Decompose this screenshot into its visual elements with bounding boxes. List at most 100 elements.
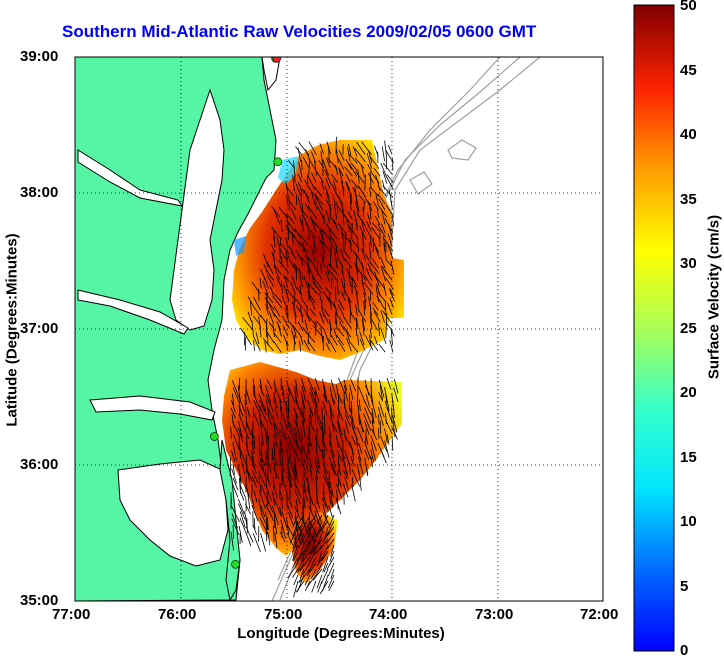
velocity-vector: [273, 332, 282, 343]
velocity-vector: [358, 419, 365, 433]
velocity-vector: [232, 421, 241, 438]
velocity-vector: [337, 477, 342, 487]
velocity-vector: [354, 148, 366, 163]
velocity-vector: [240, 456, 246, 475]
velocity-vector: [369, 236, 372, 248]
velocity-vector: [328, 400, 335, 419]
velocity-vector: [258, 471, 266, 487]
velocity-vector: [309, 544, 317, 555]
velocity-vector: [281, 511, 288, 529]
velocity-vector: [331, 277, 333, 288]
velocity-vector: [287, 435, 294, 449]
velocity-vector: [291, 232, 294, 247]
velocity-vector: [303, 532, 311, 546]
velocity-vector: [316, 419, 323, 431]
velocity-vector: [295, 379, 298, 397]
velocity-vector: [342, 213, 353, 226]
velocity-vector: [293, 580, 299, 598]
velocity-vector: [303, 248, 309, 262]
velocity-vector: [333, 219, 339, 231]
velocity-vector: [323, 562, 329, 573]
velocity-vector: [258, 489, 266, 510]
velocity-vector: [244, 400, 247, 415]
velocity-vector: [304, 520, 311, 532]
velocity-vector: [286, 186, 294, 197]
velocity-vector: [296, 520, 305, 532]
velocity-vector: [357, 448, 362, 462]
velocity-vector: [369, 155, 380, 170]
velocity-vector: [265, 485, 272, 502]
velocity-vector: [303, 514, 311, 528]
velocity-vector: [295, 580, 305, 593]
velocity-vector: [344, 407, 349, 419]
velocity-vector: [254, 384, 256, 398]
velocity-vector: [232, 387, 241, 404]
velocity-vector: [293, 448, 300, 462]
velocity-vector: [334, 204, 338, 220]
velocity-vector: [239, 484, 247, 499]
velocity-vector: [323, 214, 325, 224]
velocity-vector: [300, 256, 304, 267]
velocity-vector: [291, 276, 297, 290]
velocity-vector: [328, 440, 335, 458]
outer-banks: [219, 439, 241, 601]
velocity-vector: [293, 574, 299, 586]
velocity-vector: [268, 322, 276, 332]
velocity-vector: [268, 310, 274, 325]
velocity-vector: [312, 281, 323, 295]
velocity-vector: [238, 413, 246, 431]
velocity-vector: [349, 414, 356, 430]
velocity-vector: [351, 476, 354, 487]
velocity-vector: [365, 394, 370, 408]
velocity-vector: [371, 428, 378, 441]
velocity-vector: [260, 428, 264, 446]
velocity-vector: [381, 223, 386, 234]
potomac-river: [77, 149, 184, 207]
velocity-vector: [336, 154, 345, 170]
grid-lines: [75, 57, 603, 601]
velocity-vector: [306, 305, 308, 316]
velocity-vector: [245, 420, 252, 436]
velocity-vector: [347, 224, 359, 238]
velocity-vector: [387, 302, 393, 315]
velocity-vector: [246, 517, 248, 534]
velocity-vector: [264, 297, 275, 311]
velocity-vector: [269, 286, 275, 296]
velocity-vector: [273, 232, 276, 248]
velocity-vector: [308, 505, 317, 522]
velocity-vector: [363, 274, 373, 287]
velocity-vector: [359, 331, 365, 345]
velocity-vector: [247, 470, 254, 483]
velocity-vector: [262, 338, 274, 352]
velocity-vector: [246, 449, 253, 463]
velocity-vector: [253, 413, 260, 426]
velocity-vector: [265, 270, 275, 281]
velocity-vector: [357, 334, 359, 346]
velocity-vector: [370, 186, 379, 197]
velocity-vector: [378, 198, 386, 211]
velocity-vector: [365, 267, 373, 281]
velocity-vector: [350, 456, 355, 468]
velocity-vector: [293, 334, 295, 351]
velocity-vector: [290, 207, 297, 220]
velocity-vector: [362, 207, 365, 218]
velocity-vector: [285, 289, 290, 302]
velocity-vector: [289, 483, 291, 499]
velocity-vector: [326, 556, 335, 570]
velocity-vector: [374, 216, 381, 226]
velocity-vector: [371, 401, 377, 419]
velocity-vector: [372, 222, 380, 232]
x-tick-label: 76:00: [158, 606, 197, 623]
velocity-vector: [237, 393, 246, 412]
velocity-vector: [297, 321, 304, 332]
velocity-vector: [314, 195, 324, 211]
velocity-vector: [279, 429, 286, 440]
velocity-vector: [302, 562, 311, 575]
velocity-vector: [350, 193, 352, 204]
velocity-vector: [358, 471, 362, 491]
colorbar-tick-label: 50: [680, 0, 697, 14]
velocity-vector: [326, 158, 331, 168]
velocity-vector: [293, 407, 299, 419]
velocity-vector: [337, 304, 345, 316]
velocity-vector: [322, 159, 330, 176]
